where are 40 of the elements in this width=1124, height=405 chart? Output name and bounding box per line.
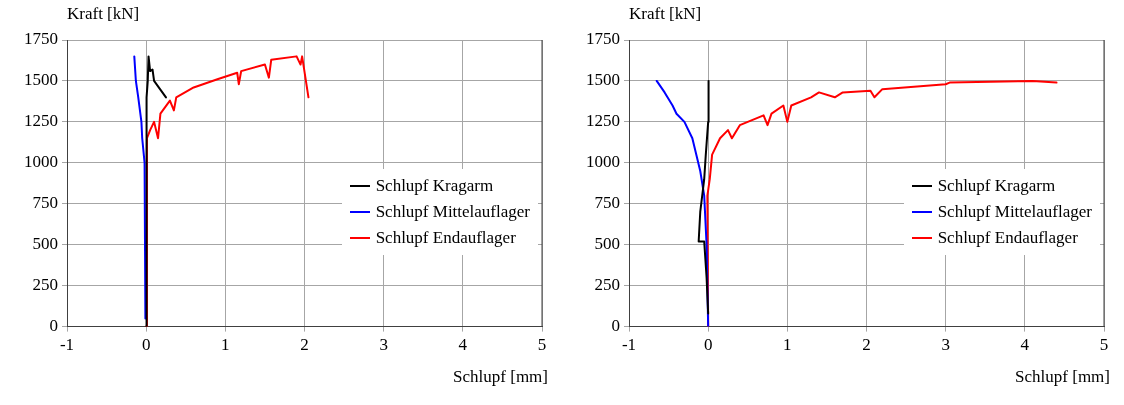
x-axis-title: Schlupf [mm] [1015,366,1110,387]
y-tick-label: 250 [594,275,620,295]
y-tick-label: 0 [49,316,58,336]
y-tick-label: 1000 [24,152,58,172]
x-tick-label: 3 [941,335,950,355]
x-tick-label: 1 [783,335,792,355]
x-tick-label: 0 [141,335,151,355]
y-tick-label: 1250 [24,111,58,131]
y-tick-label: 1750 [586,29,620,49]
x-tick-label: 2 [300,335,309,355]
x-tick-label: 1 [221,335,230,355]
y-axis-title: Kraft [kN] [67,4,140,24]
x-axis-title: Schlupf [mm] [453,366,548,387]
y-tick-label: 250 [32,275,58,295]
legend-label: Schlupf Mittelauflager [937,201,1092,222]
y-tick-label: 1500 [24,70,58,90]
legend-label: Schlupf Kragarm [937,175,1056,196]
x-tick-label: 0 [703,335,713,355]
y-tick-label: 1750 [24,29,58,49]
y-axis-title: Kraft [kN] [629,4,702,24]
legend-label: Schlupf Kragarm [375,175,494,196]
y-tick-label: 0 [611,316,620,336]
y-tick-label: 1250 [586,111,620,131]
legend-label: Schlupf Endauflager [937,227,1078,248]
legend-label: Schlupf Endauflager [375,227,516,248]
x-tick-label: 4 [458,335,468,355]
x-tick-label: 5 [537,335,547,355]
y-tick-label: 1000 [586,152,620,172]
y-tick-label: 750 [594,193,620,213]
y-tick-label: 750 [32,193,58,213]
x-tick-label: 2 [862,335,871,355]
y-tick-label: 1500 [586,70,620,90]
x-tick-label: 4 [1020,335,1030,355]
legend-label: Schlupf Mittelauflager [375,201,530,222]
y-tick-label: 500 [32,234,58,254]
x-tick-label: 5 [1099,335,1109,355]
x-tick-label: 3 [379,335,388,355]
y-tick-label: 500 [594,234,620,254]
x-tick-label: -1 [621,335,637,355]
x-tick-label: -1 [59,335,75,355]
